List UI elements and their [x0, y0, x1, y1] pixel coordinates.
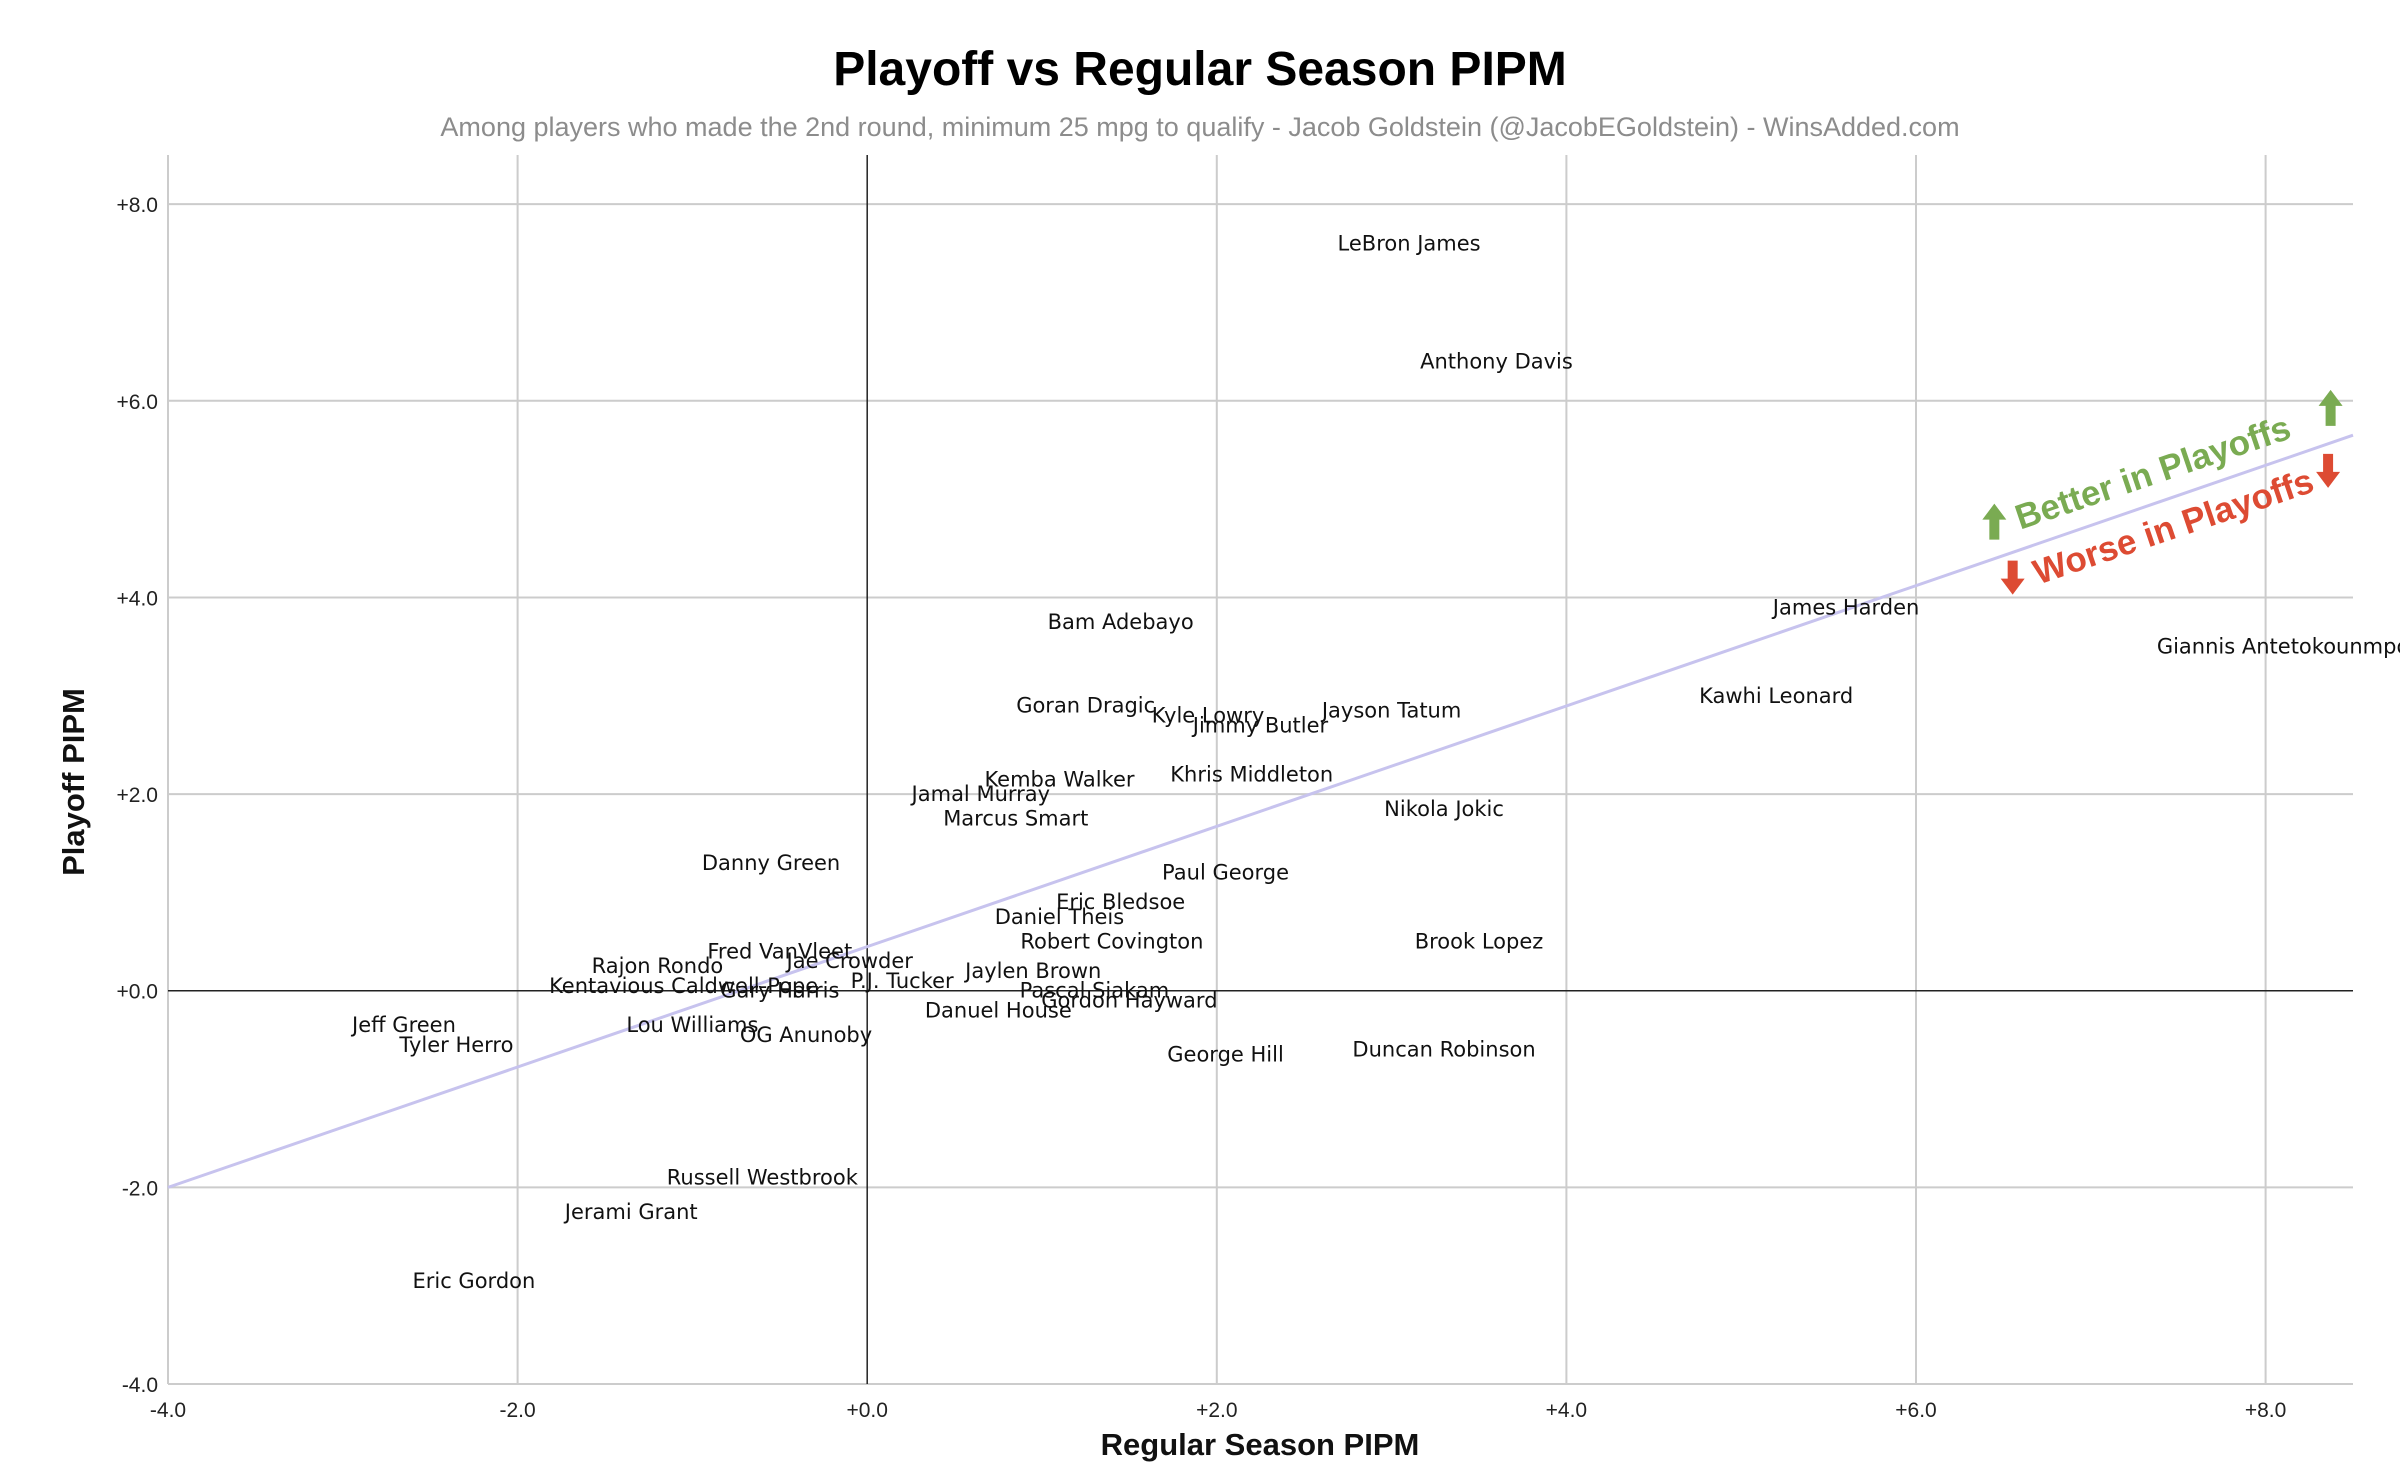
player-point-label: Goran Dragic — [1016, 694, 1155, 718]
up-arrow-icon — [2318, 389, 2343, 426]
player-point-label: Fred VanVleet — [707, 939, 852, 963]
player-point-label: Daniel Theis — [995, 905, 1124, 929]
y-tick-label: +4.0 — [117, 587, 158, 610]
player-point-label: George Hill — [1167, 1043, 1284, 1067]
annotations: Better in Playoffs Worse in Playoffs — [1982, 389, 2343, 595]
player-point-label: Anthony Davis — [1420, 349, 1573, 373]
player-point-label: James Harden — [1771, 595, 1920, 619]
player-point-label: Kyle Lowry — [1152, 703, 1265, 727]
grid-lines — [167, 155, 2353, 1385]
y-tick-label: -4.0 — [122, 1374, 158, 1397]
x-axis-label: Regular Season PIPM — [1101, 1427, 1420, 1462]
y-tick-label: +6.0 — [117, 391, 158, 414]
player-point-label: Jayson Tatum — [1320, 699, 1461, 723]
player-point-label: Danny Green — [702, 851, 840, 875]
player-point-label: Lou Williams — [626, 1013, 758, 1037]
player-point-label: Gordon Hayward — [1041, 989, 1217, 1013]
player-point-label: OG Anunoby — [740, 1023, 872, 1047]
player-point-label: Jeff Green — [350, 1013, 456, 1037]
down-arrow-icon — [2000, 560, 2025, 595]
player-point-label: Jamal Murray — [910, 782, 1051, 806]
player-point-label: Rajon Rondo — [592, 954, 724, 978]
player-point-label: Giannis Antetokounmpo — [2157, 635, 2400, 659]
player-point-label: Danuel House — [925, 998, 1072, 1022]
player-point-label: P.J. Tucker — [851, 969, 954, 993]
y-tick-label: +0.0 — [117, 981, 158, 1004]
x-axis-ticks: -4.0 -2.0 +0.0 +2.0 +4.0 +6.0 +8.0 — [150, 1399, 2286, 1422]
x-tick-label: -2.0 — [500, 1399, 536, 1422]
player-point-label: Jerami Grant — [563, 1200, 698, 1224]
player-point-label: Robert Covington — [1020, 930, 1203, 954]
player-point-label: LeBron James — [1338, 231, 1481, 255]
x-tick-label: +6.0 — [1895, 1399, 1936, 1422]
player-point-label: Duncan Robinson — [1352, 1038, 1535, 1062]
y-axis-ticks: -4.0 -2.0 +0.0 +2.0 +4.0 +6.0 +8.0 — [117, 194, 158, 1397]
x-tick-label: +0.0 — [846, 1399, 887, 1422]
y-tick-label: -2.0 — [122, 1177, 158, 1200]
zero-axis-lines — [168, 155, 2353, 1384]
player-point-label: Bam Adebayo — [1048, 610, 1194, 634]
player-point-label: Paul George — [1162, 861, 1289, 885]
player-point-label: Khris Middleton — [1170, 762, 1333, 786]
x-tick-label: +8.0 — [2245, 1399, 2286, 1422]
y-axis-label: Playoff PIPM — [56, 688, 91, 876]
player-points: LeBron James Anthony Davis James Harden Gia… — [350, 231, 2400, 1292]
player-point-label: Eric Bledsoe — [1056, 890, 1185, 914]
player-point-label: Tyler Herro — [398, 1033, 513, 1057]
player-point-label: Kemba Walker — [984, 767, 1134, 791]
up-arrow-icon — [1982, 503, 2007, 540]
reference-line — [167, 433, 2354, 1189]
player-point-label: Kawhi Leonard — [1699, 684, 1853, 708]
x-tick-label: +2.0 — [1196, 1399, 1237, 1422]
player-point-label: Brook Lopez — [1415, 930, 1544, 954]
y-tick-label: +8.0 — [117, 194, 158, 217]
player-point-label: Jimmy Butler — [1191, 713, 1329, 737]
down-arrow-icon — [2316, 453, 2341, 488]
player-point-label: Nikola Jokic — [1384, 797, 1504, 821]
player-point-label: Jaylen Brown — [963, 959, 1101, 983]
chart-title: Playoff vs Regular Season PIPM — [833, 43, 1567, 96]
player-point-label: Marcus Smart — [943, 807, 1088, 831]
y-tick-label: +2.0 — [117, 784, 158, 807]
player-point-label: Kentavious Caldwell-Pope — [549, 974, 818, 998]
x-tick-label: -4.0 — [150, 1399, 186, 1422]
player-point-label: Jae Crowder — [785, 949, 914, 973]
player-point-label: Gary Harris — [720, 979, 839, 1003]
player-point-label: Pascal Siakam — [1020, 979, 1170, 1003]
x-tick-label: +4.0 — [1546, 1399, 1587, 1422]
player-point-label: Eric Gordon — [412, 1269, 535, 1293]
player-point-label: Russell Westbrook — [667, 1166, 859, 1190]
trend-line — [167, 433, 2354, 1189]
chart-subtitle: Among players who made the 2nd round, mi… — [440, 112, 1960, 142]
